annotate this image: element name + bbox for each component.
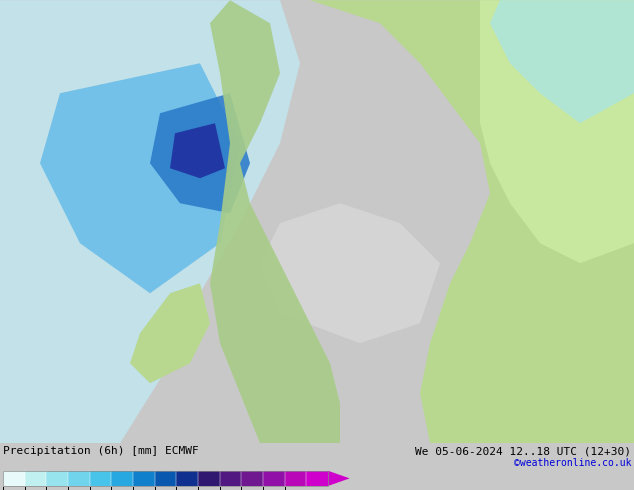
Polygon shape (230, 0, 634, 443)
Polygon shape (170, 123, 225, 178)
Polygon shape (480, 0, 634, 263)
Bar (3, 471, 25, 486)
Polygon shape (150, 93, 250, 213)
Bar (285, 471, 306, 486)
Bar (3, 471, 328, 486)
Bar (306, 471, 328, 486)
Polygon shape (130, 283, 210, 383)
Bar (89, 471, 112, 486)
Bar (112, 471, 133, 486)
Polygon shape (490, 0, 634, 123)
Polygon shape (0, 0, 300, 443)
Bar (25, 471, 46, 486)
FancyArrow shape (328, 471, 350, 486)
Bar (68, 471, 89, 486)
Bar (242, 471, 263, 486)
Bar (46, 471, 68, 486)
Bar (198, 471, 219, 486)
Polygon shape (210, 0, 340, 443)
Bar (155, 471, 176, 486)
Text: Precipitation (6h) [mm] ECMWF: Precipitation (6h) [mm] ECMWF (3, 446, 198, 457)
Bar (133, 471, 155, 486)
Text: We 05-06-2024 12..18 UTC (12+30): We 05-06-2024 12..18 UTC (12+30) (415, 446, 631, 457)
Bar (263, 471, 285, 486)
Text: ©weatheronline.co.uk: ©weatheronline.co.uk (514, 458, 631, 467)
Polygon shape (40, 63, 240, 293)
Bar (176, 471, 198, 486)
Bar (219, 471, 242, 486)
Polygon shape (260, 203, 440, 343)
